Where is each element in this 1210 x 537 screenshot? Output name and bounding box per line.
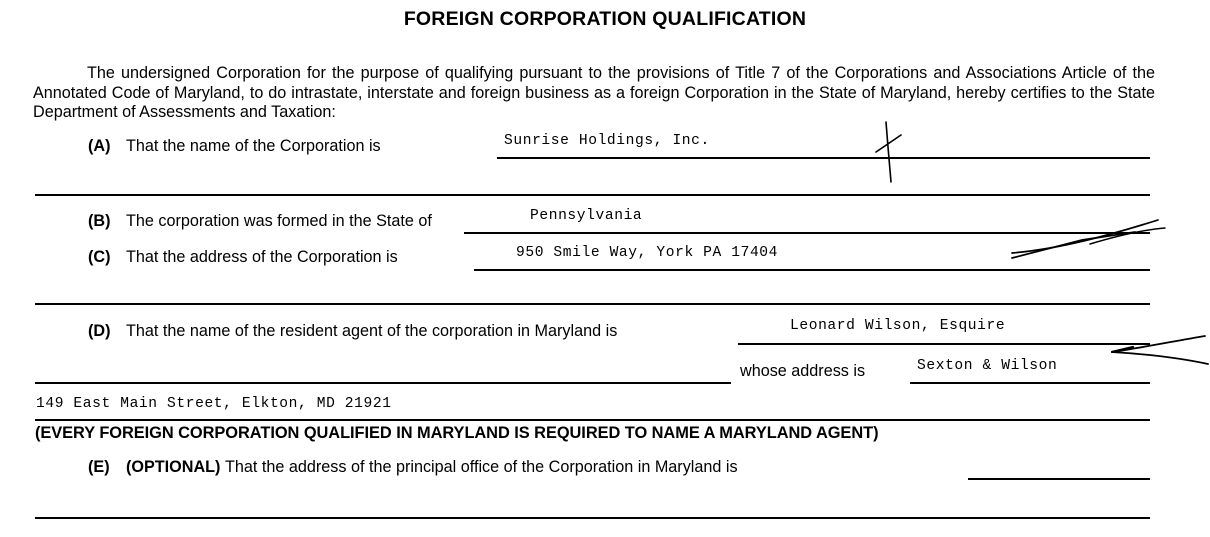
blank-rule-2: [35, 303, 1150, 305]
item-e-underline: [968, 478, 1150, 480]
item-e-optional-tag: (OPTIONAL): [126, 458, 220, 477]
item-a-underline: [497, 157, 1150, 159]
item-b-marker: (B): [88, 212, 110, 231]
item-d-label: That the name of the resident agent of t…: [126, 322, 618, 340]
item-b-marker-text: (B): [88, 212, 111, 230]
pen-mark-swoop-b: [1011, 219, 1159, 254]
pen-mark-cross-stroke-a: [875, 134, 902, 153]
item-d-marker: (D): [88, 322, 110, 341]
item-e-optional-text: (OPTIONAL): [126, 458, 221, 476]
maryland-agent-notice: (EVERY FOREIGN CORPORATION QUALIFIED IN …: [35, 424, 879, 442]
item-e-marker-text: (E): [88, 458, 110, 476]
item-e-label: That the address of the principal office…: [225, 458, 738, 476]
item-c-label: That the address of the Corporation is: [126, 248, 398, 266]
pen-mark-swoop-b-tail: [1089, 227, 1166, 245]
item-a-value[interactable]: Sunrise Holdings, Inc.: [504, 133, 710, 149]
blank-rule-1: [35, 194, 1150, 196]
item-b-label: The corporation was formed in the State …: [126, 212, 432, 230]
page-title: FOREIGN CORPORATION QUALIFICATION: [403, 8, 807, 30]
item-d-address-label: whose address is: [740, 362, 866, 380]
item-c-value[interactable]: 950 Smile Way, York PA 17404: [516, 245, 779, 261]
item-a-marker: (A): [88, 137, 110, 156]
pen-mark-arrow-d-lower: [1111, 351, 1209, 365]
item-e-marker: (E): [88, 458, 110, 477]
item-b-value[interactable]: Pennsylvania: [530, 208, 643, 224]
item-d-address-value-line2[interactable]: 149 East Main Street, Elkton, MD 21921: [36, 396, 392, 412]
item-d-address-value[interactable]: Sexton & Wilson: [917, 358, 1058, 374]
item-c-marker: (C): [88, 248, 110, 267]
intro-paragraph: The undersigned Corporation for the purp…: [33, 64, 1155, 121]
item-a-marker-text: (A): [88, 137, 111, 155]
item-d-marker-text: (D): [88, 322, 111, 340]
item-d-address-underline: [910, 382, 1150, 384]
item-c-marker-text: (C): [88, 248, 111, 266]
item-d-continuation-underline: [35, 382, 731, 384]
item-c-underline: [474, 269, 1150, 271]
item-d-address-line2-underline: [35, 419, 1150, 421]
pen-mark-arrow-d-head: [1110, 345, 1135, 354]
blank-rule-3: [35, 517, 1150, 519]
item-d-underline: [738, 343, 1150, 345]
item-a-label: That the name of the Corporation is: [126, 137, 381, 155]
pen-mark-vertical-stroke-a: [885, 121, 892, 183]
pen-mark-arrow-c: [1011, 231, 1136, 259]
item-d-value[interactable]: Leonard Wilson, Esquire: [790, 318, 1006, 334]
item-b-underline: [464, 232, 1150, 234]
